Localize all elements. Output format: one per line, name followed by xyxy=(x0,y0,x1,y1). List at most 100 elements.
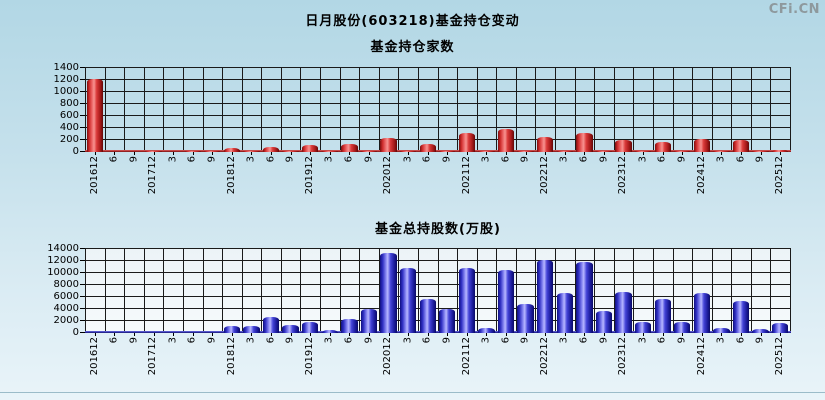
x-tick-mark xyxy=(154,152,155,155)
gridline-horizontal xyxy=(85,115,791,116)
x-tick-label-text: 201712 xyxy=(147,337,159,376)
x-tick-mark xyxy=(702,152,703,155)
x-tick-label-text: 6 xyxy=(186,337,198,344)
fund-total-shares-bar-6 xyxy=(732,300,750,333)
gridline-vertical xyxy=(457,248,458,333)
x-tick-mark xyxy=(271,152,272,155)
fund-holder-count-plot-area xyxy=(85,67,791,152)
x-tick-mark xyxy=(643,152,644,155)
x-tick-mark xyxy=(604,333,605,336)
fund-holder-count-bar-202512 xyxy=(772,149,789,152)
x-tick-mark xyxy=(369,333,370,336)
x-tick-mark xyxy=(271,333,272,336)
x-tick-label-text: 3 xyxy=(637,337,649,344)
gridline-vertical xyxy=(242,248,243,333)
gridline-vertical xyxy=(712,248,713,333)
x-tick-mark xyxy=(232,152,233,155)
cfi-watermark: CFi.CN xyxy=(768,2,820,17)
x-tick-mark xyxy=(721,333,722,336)
gridline-vertical xyxy=(653,248,654,333)
x-tick-label-text: 202212 xyxy=(539,337,551,376)
x-tick-mark xyxy=(428,152,429,155)
fund-total-shares-bar-3 xyxy=(556,293,573,333)
x-tick-mark xyxy=(741,333,742,336)
x-tick-label-text: 9 xyxy=(519,337,531,344)
x-tick-mark xyxy=(486,333,487,336)
gridline-vertical xyxy=(770,67,771,152)
x-tick-mark xyxy=(604,152,605,155)
gridline-vertical xyxy=(751,67,752,152)
x-tick-label-text: 3 xyxy=(558,337,570,344)
gridline-vertical xyxy=(731,248,732,333)
gridline-horizontal xyxy=(85,296,791,297)
y-tick-mark xyxy=(80,308,85,309)
x-tick-mark xyxy=(565,333,566,336)
fund-total-shares-bar-3 xyxy=(399,268,417,333)
x-tick-mark xyxy=(251,333,252,336)
fund-total-shares-y-tick-label: 0 xyxy=(72,327,79,338)
gridline-vertical xyxy=(438,67,439,152)
fund-total-shares-bar-3 xyxy=(634,321,652,333)
x-tick-label-text: 202412 xyxy=(695,337,707,376)
x-tick-mark xyxy=(526,333,527,336)
fund-holder-count-bar-9 xyxy=(360,150,378,152)
gridline-vertical xyxy=(222,67,223,152)
x-tick-mark xyxy=(251,152,252,155)
gridline-vertical xyxy=(222,248,223,333)
gridline-vertical xyxy=(614,248,615,333)
gridline-vertical xyxy=(242,67,243,152)
fund-holder-count-bar-9 xyxy=(282,150,299,152)
x-tick-label-text: 6 xyxy=(108,337,120,344)
x-tick-mark xyxy=(369,152,370,155)
fund-holder-count-bar-202312 xyxy=(615,139,632,152)
gridline-horizontal xyxy=(85,127,791,128)
x-tick-mark xyxy=(624,333,625,336)
gridline-vertical xyxy=(163,67,164,152)
gridline-vertical xyxy=(633,67,634,152)
x-tick-mark xyxy=(173,333,174,336)
x-tick-label-text: 9 xyxy=(598,337,609,344)
fund-holder-count-bar-3 xyxy=(478,151,495,152)
x-tick-mark xyxy=(545,152,546,155)
gridline-vertical xyxy=(281,248,282,333)
fund-holder-count-bar-3 xyxy=(634,151,652,152)
total-shares-chart-title: 基金总持股数(万股) xyxy=(375,222,501,237)
gridline-vertical xyxy=(614,67,615,152)
y-tick-mark xyxy=(80,91,85,92)
fund-total-shares-y-tick-label: 2000 xyxy=(53,315,79,326)
y-tick-mark xyxy=(80,103,85,104)
gridline-horizontal xyxy=(85,320,791,321)
gridline-vertical xyxy=(575,67,576,152)
x-tick-label-text: 9 xyxy=(754,337,766,344)
x-tick-mark xyxy=(310,333,311,336)
fund-holder-count-bar-3 xyxy=(321,151,338,152)
gridline-horizontal xyxy=(85,260,791,261)
x-tick-mark xyxy=(154,333,155,336)
gridline-horizontal xyxy=(85,79,791,80)
x-tick-mark xyxy=(212,152,213,155)
fund-holder-count-bar-9 xyxy=(439,150,456,152)
x-tick-mark xyxy=(780,333,781,336)
x-tick-mark xyxy=(761,152,762,155)
x-tick-mark xyxy=(526,152,527,155)
x-tick-label-text: 201612 xyxy=(88,337,100,376)
gridline-vertical xyxy=(85,67,86,152)
gridline-vertical xyxy=(281,67,282,152)
x-tick-mark xyxy=(643,333,644,336)
gridline-horizontal xyxy=(85,284,791,285)
gridline-vertical xyxy=(379,67,380,152)
fund-holder-count-bar-6 xyxy=(497,128,515,152)
gridline-vertical xyxy=(163,248,164,333)
fund-total-shares-bar-201912 xyxy=(302,322,319,333)
y-tick-mark xyxy=(80,67,85,68)
x-tick-mark xyxy=(134,333,135,336)
x-tick-mark xyxy=(780,152,781,155)
fund-total-shares-plot-area xyxy=(85,248,791,333)
gridline-vertical xyxy=(438,248,439,333)
gridline-horizontal xyxy=(85,272,791,273)
gridline-vertical xyxy=(379,248,380,333)
gridline-vertical xyxy=(320,67,321,152)
y-tick-mark xyxy=(80,296,85,297)
x-tick-mark xyxy=(506,333,507,336)
